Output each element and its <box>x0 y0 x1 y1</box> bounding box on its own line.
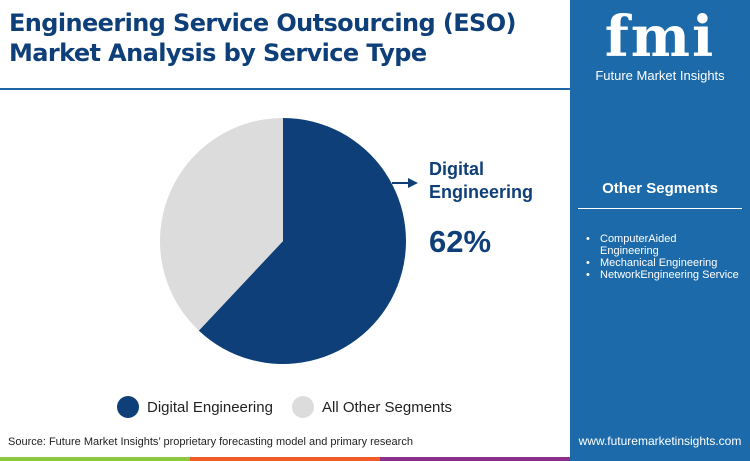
brand-name: Future Market Insights <box>595 68 725 83</box>
segment-item: Mechanical Engineering <box>586 257 739 269</box>
panel-divider <box>578 208 742 209</box>
source-note: Source: Future Market Insights’ propriet… <box>8 436 413 448</box>
page-title: Engineering Service Outsourcing (ESO) Ma… <box>9 8 516 68</box>
other-segments-title: Other Segments <box>602 180 718 197</box>
footer-stripe-orange <box>190 457 380 461</box>
website-link[interactable]: www.futuremarketinsights.com <box>578 434 742 448</box>
segment-item: NetworkEngineering Service <box>586 269 739 281</box>
other-segments-list: ComputerAided Engineering Mechanical Eng… <box>586 233 739 281</box>
legend-swatch <box>292 396 314 418</box>
footer-stripe-green <box>0 457 190 461</box>
legend-item-other-segments: All Other Segments <box>292 396 452 418</box>
legend-label: Digital Engineering <box>147 398 273 416</box>
segment-item: ComputerAided Engineering <box>586 233 706 257</box>
title-divider <box>0 88 570 90</box>
title-line-2: Market Analysis by Service Type <box>9 39 427 67</box>
callout-label: Digital Engineering <box>429 159 534 202</box>
legend-label: All Other Segments <box>322 398 453 416</box>
callout-arrow <box>392 178 418 188</box>
pie-chart <box>160 118 418 365</box>
legend-swatch <box>117 396 139 418</box>
side-panel: fmi Future Market Insights Other Segment… <box>570 0 750 461</box>
callout-value: 62% <box>429 224 492 259</box>
fmi-logo: fmi Future Market Insights <box>570 8 750 83</box>
footer-stripe-purple <box>380 457 570 461</box>
title-line-1: Engineering Service Outsourcing (ESO) <box>9 9 516 37</box>
pie-slice-digital-engineering <box>198 118 406 365</box>
pie-slice-all-other-segments <box>160 118 283 331</box>
legend-item-digital-engineering: Digital Engineering <box>117 396 273 418</box>
